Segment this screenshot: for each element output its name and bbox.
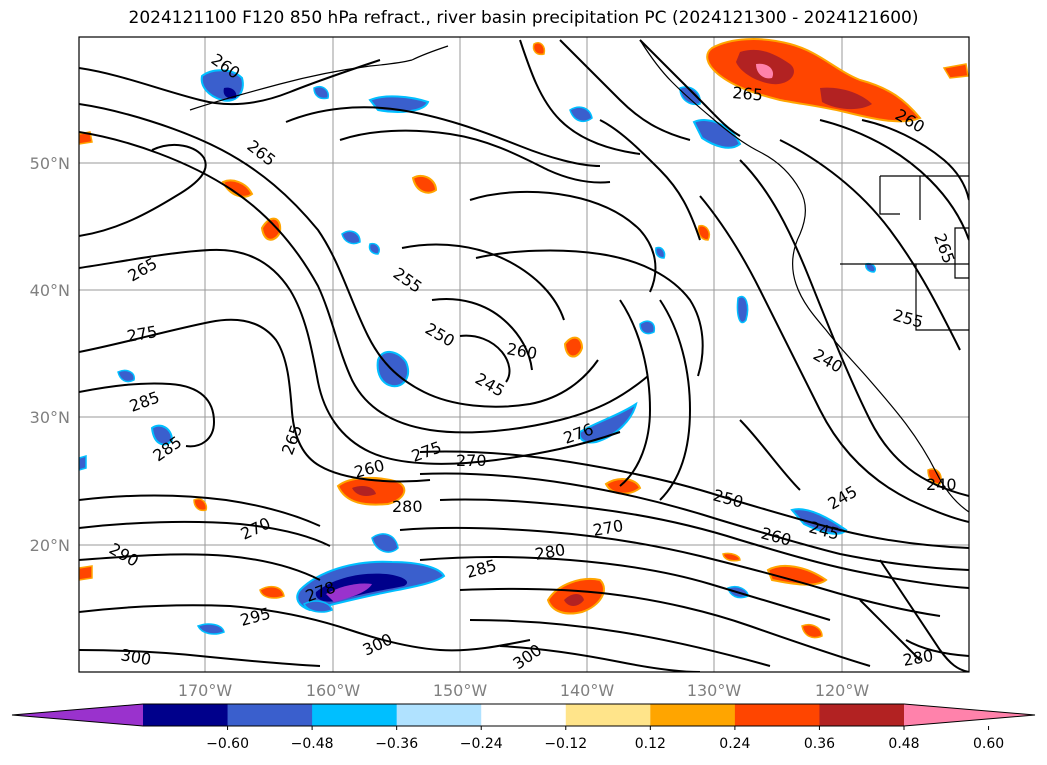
contour-label: 280 xyxy=(392,497,423,516)
colorbar-tick-label: 0.48 xyxy=(888,736,919,752)
colorbar-tick-label: −0.60 xyxy=(206,736,249,752)
lon-label-140w: 140°W xyxy=(560,681,615,700)
colorbar-tick-label: −0.48 xyxy=(291,736,334,752)
lat-label-40n: 40°N xyxy=(30,281,70,300)
colorbar-bin xyxy=(143,704,229,726)
contour-label: 270 xyxy=(456,451,487,470)
coastlines xyxy=(189,39,969,513)
colorbar-bin xyxy=(227,704,313,726)
lon-label-160w: 160°W xyxy=(306,681,361,700)
colorbar-bin xyxy=(312,704,398,726)
lat-label-50n: 50°N xyxy=(30,154,70,173)
colorbar-extend-max xyxy=(904,704,1035,726)
colorbar-bin xyxy=(396,704,482,726)
colorbar-tick-label: −0.12 xyxy=(544,736,587,752)
latitude-labels: 50°N 40°N 30°N 20°N xyxy=(30,154,70,555)
lat-label-30n: 30°N xyxy=(30,408,70,427)
colorbar-extend-min xyxy=(12,704,143,726)
longitude-labels: 170°W 160°W 150°W 140°W 130°W 120°W xyxy=(178,681,870,700)
lon-label-170w: 170°W xyxy=(178,681,233,700)
colorbar-ticks: −0.60 −0.48 −0.36 −0.24 −0.12 0.12 0.24 0.36 0.4… xyxy=(206,726,1004,752)
contour-label: 265 xyxy=(732,83,764,105)
colorbar-bin xyxy=(734,704,820,726)
colorbar-outline xyxy=(11,703,1036,727)
colorbar-tick-label: −0.24 xyxy=(460,736,503,752)
lon-label-130w: 130°W xyxy=(687,681,742,700)
colorbar-bin xyxy=(819,704,905,726)
plot-area xyxy=(79,37,969,672)
colorbar-tick-label: 0.36 xyxy=(804,736,835,752)
colorbar-tick-label: 0.60 xyxy=(973,736,1004,752)
colorbar-bin xyxy=(481,704,567,726)
map-title: 2024121100 F120 850 hPa refract., river … xyxy=(128,8,919,28)
colorbar-tick-label: 0.24 xyxy=(719,736,750,752)
lon-label-120w: 120°W xyxy=(815,681,870,700)
lat-label-20n: 20°N xyxy=(30,536,70,555)
plot-frame xyxy=(78,36,970,673)
contour-label: 240 xyxy=(926,475,957,494)
colorbar-tick-label: 0.12 xyxy=(635,736,666,752)
colorbar xyxy=(11,703,1036,727)
colorbar-bin xyxy=(565,704,651,726)
lon-label-150w: 150°W xyxy=(433,681,488,700)
colorbar-bin xyxy=(650,704,736,726)
refractivity-contours xyxy=(79,39,969,672)
colorbar-tick-label: −0.36 xyxy=(375,736,418,752)
